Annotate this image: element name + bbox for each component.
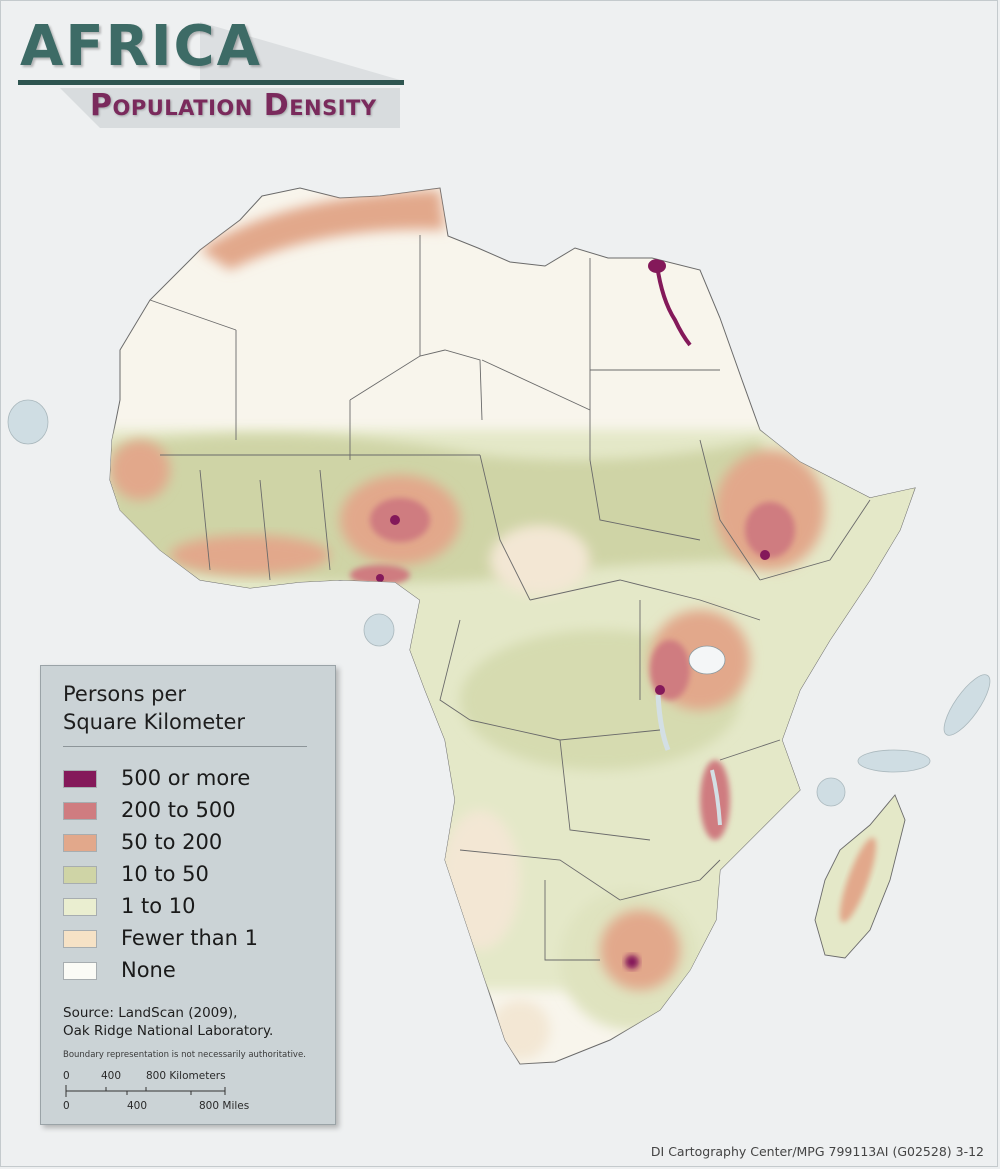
lake-malawi bbox=[710, 769, 722, 826]
title-block: AFRICA Population Density bbox=[0, 0, 420, 140]
scale-mi-800: 800 Miles bbox=[199, 1100, 250, 1112]
bioko-island bbox=[363, 613, 395, 647]
legend-divider bbox=[63, 746, 307, 747]
country-borders bbox=[149, 235, 871, 961]
legend-swatch bbox=[63, 802, 97, 820]
lake-tanganyika bbox=[655, 694, 671, 751]
legend-label: Fewer than 1 bbox=[121, 926, 259, 950]
lake-victoria bbox=[688, 645, 726, 675]
source-line1: Source: LandScan (2009), bbox=[63, 1005, 238, 1021]
legend-title-line2: Square Kilometer bbox=[63, 710, 246, 734]
seychelles bbox=[943, 674, 991, 736]
legend-swatch bbox=[63, 962, 97, 980]
legend-swatch bbox=[63, 834, 97, 852]
scale-km-0: 0 bbox=[63, 1070, 70, 1082]
legend-label: 50 to 200 bbox=[121, 830, 223, 854]
scale-mi-400: 400 bbox=[127, 1100, 148, 1112]
legend-label: 1 to 10 bbox=[121, 894, 196, 918]
legend-note: Boundary representation is not necessari… bbox=[63, 1050, 306, 1060]
seychelles-bank bbox=[857, 749, 931, 773]
map-subtitle: Population Density bbox=[90, 88, 377, 123]
legend-label: 500 or more bbox=[121, 766, 251, 790]
scale-km-400: 400 bbox=[101, 1070, 122, 1082]
title-banner-shape bbox=[60, 22, 400, 128]
legend-title-line1: Persons per bbox=[63, 682, 187, 706]
legend-swatch bbox=[63, 898, 97, 916]
map-credit: DI Cartography Center/MPG 799113AI (G025… bbox=[650, 1144, 984, 1159]
legend-label: 10 to 50 bbox=[121, 862, 209, 886]
canary-islands bbox=[7, 399, 49, 445]
legend-label: None bbox=[121, 958, 176, 982]
legend-title: Persons per Square Kilometer bbox=[63, 680, 323, 736]
source-line2: Oak Ridge National Laboratory. bbox=[63, 1023, 274, 1039]
scale-km-800: 800 Kilometers bbox=[146, 1070, 226, 1082]
scale-bar: 0 400 800 Kilometers 0 400 800 Miles bbox=[63, 1070, 263, 1114]
legend-swatch bbox=[63, 770, 97, 788]
scale-bar-lines bbox=[65, 1085, 226, 1097]
legend-source: Source: LandScan (2009), Oak Ridge Natio… bbox=[63, 1004, 333, 1040]
title-divider bbox=[18, 80, 404, 85]
legend-swatch bbox=[63, 866, 97, 884]
scale-mi-0: 0 bbox=[63, 1100, 70, 1112]
legend-label: 200 to 500 bbox=[121, 798, 236, 822]
legend-swatch bbox=[63, 930, 97, 948]
comoros bbox=[816, 777, 846, 807]
legend-panel: Persons per Square Kilometer 500 or more… bbox=[40, 665, 336, 1125]
map-title: AFRICA bbox=[20, 14, 262, 79]
